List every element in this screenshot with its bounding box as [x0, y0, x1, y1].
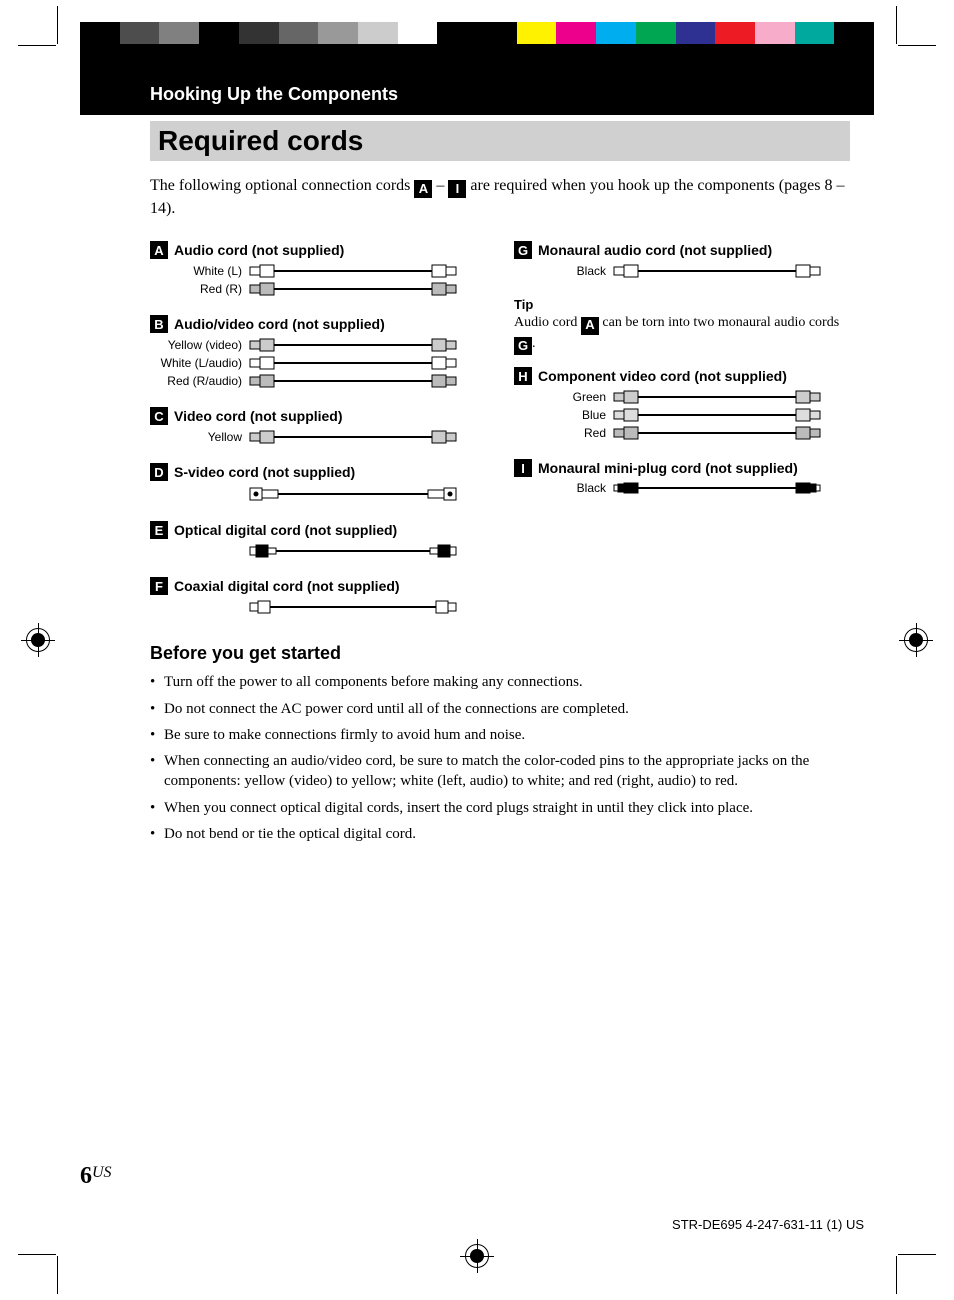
footer-id: STR-DE695 4-247-631-11 (1) US	[672, 1217, 864, 1232]
cord-g-title: Monaural audio cord (not supplied)	[538, 242, 772, 258]
badge-g: G	[514, 241, 532, 259]
rca-cable-icon	[612, 425, 822, 441]
badge-i: I	[514, 459, 532, 477]
page-title: Required cords	[150, 121, 850, 161]
cord-h-label-2: Red	[514, 426, 606, 440]
badge-e: E	[150, 521, 168, 539]
coax-cable-icon	[248, 599, 458, 615]
rca-cable-icon	[248, 429, 458, 445]
intro-mid: –	[436, 177, 448, 194]
section-header: Hooking Up the Components	[150, 84, 850, 105]
tip-badge-g: G	[514, 337, 532, 355]
cord-h-label-0: Green	[514, 390, 606, 404]
badge-a: A	[150, 241, 168, 259]
intro-text: The following optional connection cords …	[150, 175, 850, 219]
registration-mark	[904, 628, 928, 652]
cord-b-title: Audio/video cord (not supplied)	[174, 316, 385, 332]
letter-box-a: A	[414, 180, 432, 198]
letter-box-i: I	[448, 180, 466, 198]
tip-block: Tip Audio cord A can be torn into two mo…	[514, 297, 850, 355]
rca-cable-icon	[248, 281, 458, 297]
cord-i-label-0: Black	[514, 481, 606, 495]
optical-cable-icon	[248, 543, 458, 559]
registration-mark	[26, 628, 50, 652]
cord-d-title: S-video cord (not supplied)	[174, 464, 355, 480]
bullet-item: Be sure to make connections firmly to av…	[150, 725, 850, 745]
rca-cable-icon	[248, 263, 458, 279]
before-list: Turn off the power to all components bef…	[150, 672, 850, 844]
cord-g-label-0: Black	[514, 264, 606, 278]
badge-h: H	[514, 367, 532, 385]
rca-cable-icon	[248, 355, 458, 371]
miniplug-cable-icon	[612, 481, 822, 495]
cord-b-label-2: Red (R/audio)	[150, 374, 242, 388]
badge-d: D	[150, 463, 168, 481]
cord-a-label-1: Red (R)	[150, 282, 242, 296]
cord-i: IMonaural mini-plug cord (not supplied) …	[514, 459, 850, 495]
rca-cable-icon	[612, 263, 822, 279]
page-number: 6US	[80, 1163, 112, 1190]
color-calibration-bar	[80, 22, 874, 44]
cord-h-title: Component video cord (not supplied)	[538, 368, 787, 384]
cord-h-label-1: Blue	[514, 408, 606, 422]
cord-c-label-0: Yellow	[150, 430, 242, 444]
rca-cable-icon	[612, 407, 822, 423]
bullet-item: Do not connect the AC power cord until a…	[150, 699, 850, 719]
cord-a: A Audio cord (not supplied) White (L) Red…	[150, 241, 486, 297]
before-heading: Before you get started	[150, 643, 850, 664]
badge-f: F	[150, 577, 168, 595]
rca-cable-icon	[612, 389, 822, 405]
rca-cable-icon	[248, 337, 458, 353]
cord-d: D S-video cord (not supplied)	[150, 463, 486, 503]
bullet-item: When connecting an audio/video cord, be …	[150, 751, 850, 792]
cord-c-title: Video cord (not supplied)	[174, 408, 343, 424]
cord-f-title: Coaxial digital cord (not supplied)	[174, 578, 400, 594]
intro-pre: The following optional connection cords	[150, 177, 414, 194]
badge-c: C	[150, 407, 168, 425]
tip-heading: Tip	[514, 297, 850, 312]
cord-a-label-0: White (L)	[150, 264, 242, 278]
cord-e: E Optical digital cord (not supplied)	[150, 521, 486, 559]
tip-text: Audio cord A can be torn into two monaur…	[514, 314, 850, 355]
cord-b: B Audio/video cord (not supplied) Yellow …	[150, 315, 486, 389]
cord-b-label-0: Yellow (video)	[150, 338, 242, 352]
registration-mark	[465, 1244, 489, 1268]
cord-f: F Coaxial digital cord (not supplied)	[150, 577, 486, 615]
cord-i-title: Monaural mini-plug cord (not supplied)	[538, 460, 798, 476]
cord-g: G Monaural audio cord (not supplied) Blac…	[514, 241, 850, 279]
tip-badge-a: A	[581, 317, 599, 335]
bullet-item: When you connect optical digital cords, …	[150, 798, 850, 818]
rca-cable-icon	[248, 373, 458, 389]
cord-b-label-1: White (L/audio)	[150, 356, 242, 370]
bullet-item: Turn off the power to all components bef…	[150, 672, 850, 692]
badge-b: B	[150, 315, 168, 333]
cord-h: H Component video cord (not supplied) Gre…	[514, 367, 850, 441]
bullet-item: Do not bend or tie the optical digital c…	[150, 824, 850, 844]
svideo-cable-icon	[248, 485, 458, 503]
cord-c: C Video cord (not supplied) Yellow	[150, 407, 486, 445]
cord-a-title: Audio cord (not supplied)	[174, 242, 344, 258]
cord-e-title: Optical digital cord (not supplied)	[174, 522, 397, 538]
